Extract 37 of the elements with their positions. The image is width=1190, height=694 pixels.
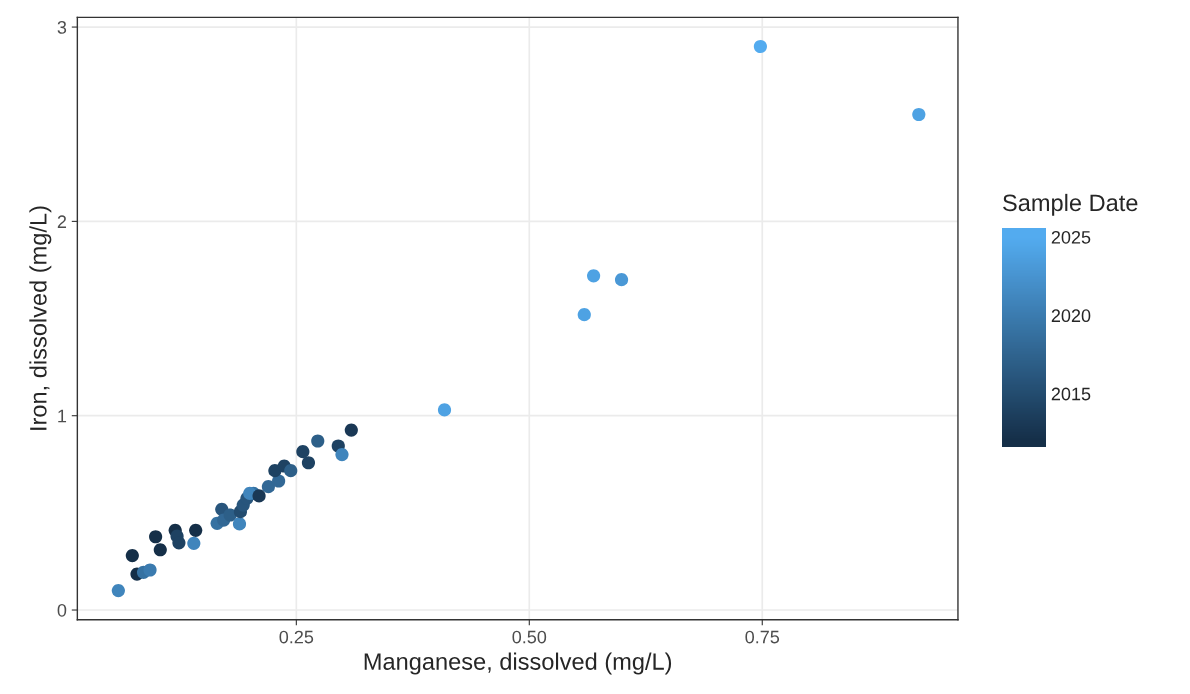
point [189, 523, 203, 537]
point [344, 423, 358, 437]
point [437, 403, 452, 417]
point [284, 464, 298, 478]
point [143, 563, 157, 577]
point [261, 480, 275, 494]
point [335, 447, 349, 462]
y-axis-title: Iron, dissolved (mg/L) [29, 206, 52, 430]
point [111, 584, 125, 598]
point [614, 273, 629, 287]
x-tick-label: 0.75 [745, 630, 780, 644]
y-tick-label: 1 [58, 409, 67, 423]
y-tick-label: 3 [57, 21, 67, 34]
color-bar-title: Sample Date [1003, 193, 1138, 216]
point [587, 269, 601, 283]
x-axis-title: Manganese, dissolved (mg/L) [364, 652, 672, 675]
point [301, 456, 316, 470]
y-tick-label: 0 [57, 603, 67, 617]
point [753, 39, 767, 54]
point [272, 474, 286, 488]
x-tick-label: 0.50 [512, 630, 547, 644]
x-tick-label: 0.25 [279, 630, 314, 644]
point [252, 489, 266, 503]
point [912, 107, 926, 122]
point [187, 536, 201, 550]
point [311, 434, 325, 448]
color-bar-label: 2025 [1051, 230, 1091, 244]
color-bar-label: 2015 [1051, 387, 1091, 401]
point [232, 517, 247, 531]
point [577, 308, 591, 322]
y-tick-label: 2 [57, 215, 67, 228]
point [296, 445, 310, 459]
point [125, 549, 139, 563]
color-bar-label: 2020 [1051, 309, 1091, 323]
point [153, 543, 167, 557]
point [149, 530, 163, 544]
point [172, 536, 186, 550]
